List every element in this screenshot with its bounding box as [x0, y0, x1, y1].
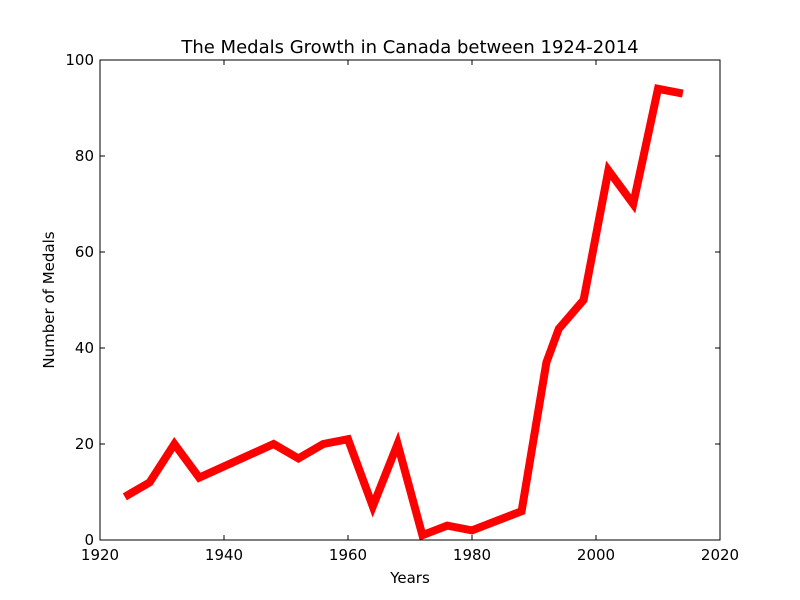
y-tick-label: 0: [84, 531, 94, 549]
x-tick-label: 2000: [577, 546, 615, 564]
x-tick-label: 1920: [81, 546, 119, 564]
axis-ticks: 1920 1940 1960 1980 2000 2020 0 20 40 60 80 100: [65, 51, 739, 564]
y-tick-label: 60: [75, 243, 94, 261]
y-tick-label: 20: [75, 435, 94, 453]
x-tick-label: 2020: [701, 546, 739, 564]
y-tick-label: 100: [65, 51, 94, 69]
y-axis-label: Number of Medals: [40, 231, 58, 368]
x-tick-label: 1980: [453, 546, 491, 564]
chart-title: The Medals Growth in Canada between 1924…: [180, 37, 638, 58]
x-tick-label: 1960: [329, 546, 367, 564]
x-axis-label: Years: [389, 569, 430, 587]
y-tick-label: 40: [75, 339, 94, 357]
series-line-0: [122, 84, 684, 541]
plot-area: [122, 84, 684, 541]
y-tick-label: 80: [75, 147, 94, 165]
x-tick-label: 1940: [205, 546, 243, 564]
plot-frame: [99, 59, 721, 541]
